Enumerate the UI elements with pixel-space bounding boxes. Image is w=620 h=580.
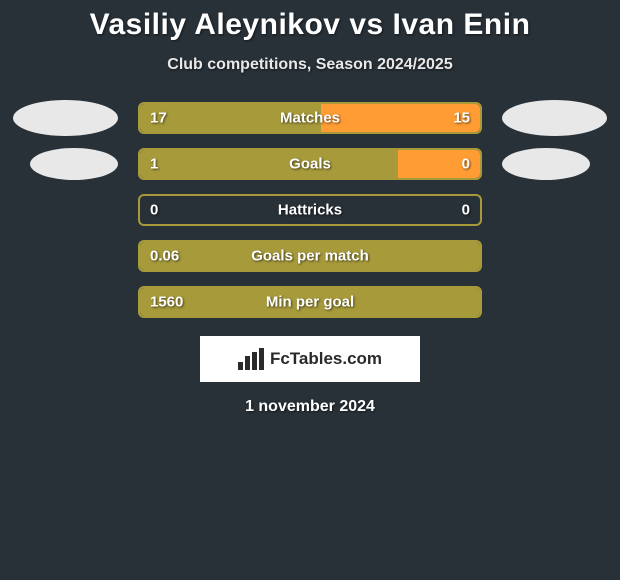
- bar-fill-left: [140, 150, 398, 178]
- stat-bar: Hattricks 0 0: [138, 194, 482, 226]
- stat-label: Goals: [289, 156, 331, 173]
- stat-value-left: 0.06: [150, 248, 179, 265]
- stat-label: Hattricks: [278, 202, 342, 219]
- bar-chart-icon: [238, 348, 264, 370]
- team-badge-left: [13, 100, 118, 136]
- stat-row: Min per goal 1560: [0, 286, 620, 318]
- stat-bar: Goals per match 0.06: [138, 240, 482, 272]
- team-badge-right: [502, 100, 607, 136]
- stat-bar: Min per goal 1560: [138, 286, 482, 318]
- stat-label: Matches: [280, 110, 340, 127]
- stat-value-left: 1560: [150, 294, 183, 311]
- date-label: 1 november 2024: [0, 398, 620, 416]
- stat-value-right: 0: [462, 156, 470, 173]
- player1-name: Vasiliy Aleynikov: [90, 8, 341, 41]
- subtitle: Club competitions, Season 2024/2025: [0, 56, 620, 74]
- stat-value-left: 1: [150, 156, 158, 173]
- stat-row: Matches 17 15: [0, 102, 620, 134]
- stat-row: Hattricks 0 0: [0, 194, 620, 226]
- team-badge-left: [30, 148, 118, 180]
- comparison-card: Vasiliy Aleynikov vs Ivan Enin Club comp…: [0, 0, 620, 416]
- stat-row: Goals 1 0: [0, 148, 620, 180]
- team-badge-right: [502, 148, 590, 180]
- vs-text: vs: [349, 8, 383, 41]
- page-title: Vasiliy Aleynikov vs Ivan Enin: [0, 8, 620, 42]
- fctables-logo[interactable]: FcTables.com: [200, 336, 420, 382]
- logo-text: FcTables.com: [270, 349, 382, 369]
- stat-value-left: 0: [150, 202, 158, 219]
- stat-label: Min per goal: [266, 294, 354, 311]
- stat-value-right: 15: [453, 110, 470, 127]
- stat-value-left: 17: [150, 110, 167, 127]
- stat-label: Goals per match: [251, 248, 369, 265]
- stat-row: Goals per match 0.06: [0, 240, 620, 272]
- stat-bar: Goals 1 0: [138, 148, 482, 180]
- stat-bar: Matches 17 15: [138, 102, 482, 134]
- stat-value-right: 0: [462, 202, 470, 219]
- stats-list: Matches 17 15 Goals 1 0 Hattricks 0 0 Goals per m…: [0, 102, 620, 318]
- player2-name: Ivan Enin: [393, 8, 531, 41]
